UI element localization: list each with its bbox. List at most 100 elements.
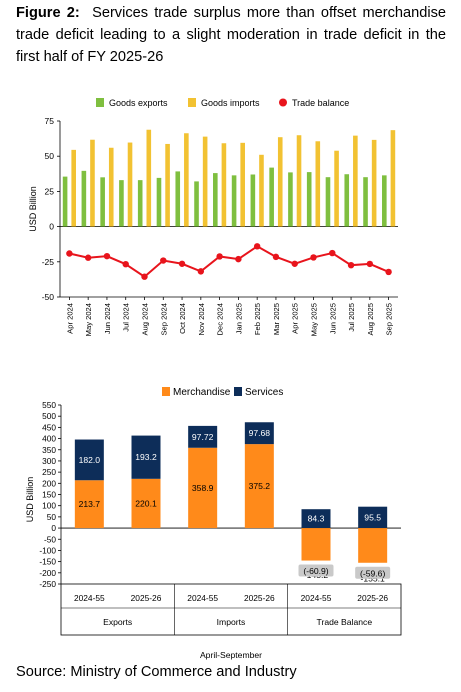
trade-balance-point [103, 252, 111, 260]
y-tick-label: 0 [51, 523, 56, 533]
bar-goods-imports [221, 143, 227, 227]
category-axis-frame [60, 583, 402, 636]
legend-label-0: Goods exports [109, 98, 168, 108]
y-tick-label: -200 [39, 568, 56, 578]
bar-goods-exports [306, 172, 312, 227]
x-tick-label: Jul 2025 [347, 303, 356, 332]
group-label: Trade Balance [317, 617, 373, 627]
bar-goods-exports [325, 177, 331, 227]
group-label: Imports [217, 617, 246, 627]
y-axis-title: USD Billion [28, 186, 38, 232]
bar-goods-imports [90, 139, 95, 227]
label-services: 97.68 [249, 428, 271, 438]
bar-merchandise [74, 480, 104, 529]
x-tick-label: 2025-26 [357, 593, 388, 603]
y-tick-label: 75 [45, 116, 55, 126]
bar-goods-exports [137, 180, 143, 227]
x-tick-label: May 2025 [310, 303, 319, 336]
trade-balance-point [178, 260, 186, 267]
y-tick-label: 50 [45, 151, 55, 161]
legend-swatch-merchandise [162, 387, 170, 396]
y-tick-label: -50 [44, 534, 56, 544]
x-tick-label: 2025-26 [244, 593, 275, 603]
x-tick-label: Aug 2025 [366, 303, 375, 336]
y-tick-label: 100 [42, 501, 56, 511]
y-tick-label: 25 [45, 186, 55, 196]
bar-services [358, 506, 388, 529]
x-tick-label: Oct 2024 [178, 303, 187, 334]
y-tick-label: 200 [42, 478, 56, 488]
legend-swatch-0 [96, 98, 104, 107]
bar-goods-exports [62, 176, 68, 227]
bar-merchandise [301, 528, 331, 561]
y-tick-label: 450 [42, 422, 56, 432]
bar-merchandise [188, 447, 218, 529]
bar-goods-exports [156, 177, 162, 227]
y-tick-label: 350 [42, 445, 56, 455]
x-tick-label: Sep 2024 [159, 303, 168, 336]
x-tick-label: 2024-55 [301, 593, 332, 603]
bar-goods-exports [175, 171, 181, 227]
label-merchandise: 375.2 [249, 481, 271, 491]
bar-goods-imports [353, 135, 358, 227]
x-axis-title: April-September [200, 650, 262, 660]
trade-balance-point [66, 250, 73, 257]
label-services: 95.5 [364, 512, 381, 522]
trade-balance-point [385, 268, 392, 276]
bar-goods-exports [363, 177, 368, 227]
bar-goods-imports [127, 142, 133, 227]
x-tick-label: Jul 2024 [122, 303, 131, 332]
bar-goods-imports [315, 141, 321, 227]
net-balance-label: (-59.6) [360, 568, 385, 578]
label-merchandise: 220.1 [135, 498, 157, 508]
bar-services [131, 435, 161, 479]
bar-merchandise [358, 528, 388, 563]
x-tick-label: Jan 2025 [234, 303, 243, 334]
monthly-trade-chart: Goods exports Goods imports Trade balance 7… [28, 98, 398, 336]
bar-goods-exports [194, 181, 199, 227]
bar-goods-imports [296, 135, 302, 227]
bar-services [188, 425, 218, 448]
legend-label-1: Goods imports [201, 98, 260, 108]
y-axis-title: USD Billion [25, 477, 35, 523]
trade-balance-point [122, 260, 129, 268]
net-balance-box [355, 566, 391, 579]
bar-goods-imports [108, 147, 114, 227]
trade-balance-point [216, 253, 223, 260]
bar-goods-imports [146, 129, 152, 227]
figure-caption: Figure 2: Services trade surplus more th… [16, 2, 446, 68]
group-label: Exports [103, 617, 132, 627]
label-merchandise: 213.7 [79, 499, 101, 509]
bar-goods-imports [71, 149, 76, 227]
bar-services [301, 509, 331, 529]
label-services: 97.72 [192, 432, 214, 442]
trade-balance-point [84, 254, 92, 261]
legend-label-2: Trade balance [292, 98, 349, 108]
bar-goods-imports [184, 133, 189, 227]
legend-label-services: Services [245, 387, 283, 398]
bar-goods-exports [231, 175, 237, 227]
x-tick-label: Jun 2024 [103, 303, 112, 334]
bar-goods-exports [81, 170, 87, 227]
trade-balance-point [197, 268, 205, 275]
label-merchandise: 358.9 [192, 483, 214, 493]
bar-merchandise [244, 444, 274, 529]
y-tick-label: -250 [39, 579, 56, 589]
y-tick-label: 50 [47, 512, 57, 522]
y-tick-label: 0 [49, 222, 54, 232]
trade-balance-point [310, 254, 317, 261]
bar-goods-exports [382, 175, 387, 227]
label-services: 193.2 [135, 452, 157, 462]
trade-balance-point [366, 260, 374, 268]
label-services: 84.3 [308, 514, 325, 524]
trade-balance-point [141, 273, 148, 280]
x-tick-label: 2024-55 [187, 593, 218, 603]
x-tick-label: Nov 2024 [197, 303, 206, 336]
bar-goods-exports [213, 173, 218, 227]
trade-balance-point [160, 257, 167, 264]
bar-goods-imports [334, 150, 339, 227]
bar-goods-exports [344, 174, 350, 227]
net-balance-label: (-60.9) [303, 566, 328, 576]
bar-goods-imports [277, 137, 283, 227]
x-tick-label: Jun 2025 [328, 303, 337, 334]
